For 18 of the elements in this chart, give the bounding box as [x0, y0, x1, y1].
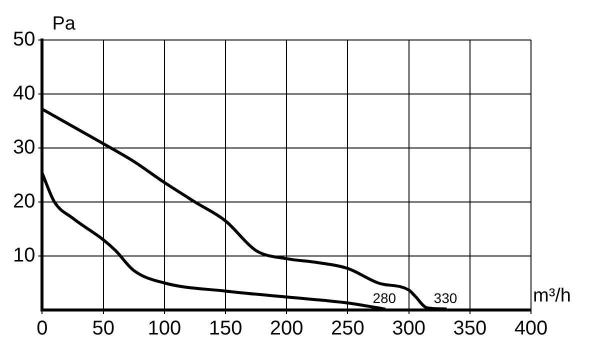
- annotation: 330: [434, 290, 458, 306]
- x-tick-label: 0: [36, 318, 48, 340]
- x-tick-label: 350: [453, 318, 487, 340]
- x-tick-label: 400: [514, 318, 548, 340]
- y-tick-label: 10: [12, 244, 36, 267]
- x-tick-label: 200: [270, 318, 304, 340]
- y-axis-title: Pa: [52, 14, 76, 35]
- y-tick-label: 20: [12, 190, 36, 213]
- x-tick-label: 100: [148, 318, 182, 340]
- x-tick-label: 50: [92, 318, 114, 340]
- annotation: 280: [372, 290, 396, 306]
- x-tick-label: 250: [331, 318, 364, 340]
- y-tick-label: 40: [12, 82, 36, 105]
- y-tick-label: 50: [12, 28, 36, 51]
- x-tick-label: 300: [392, 318, 426, 340]
- x-tick-label: 150: [208, 318, 242, 340]
- y-tick-label: 30: [12, 136, 36, 159]
- x-axis-title: m³/h: [533, 286, 571, 307]
